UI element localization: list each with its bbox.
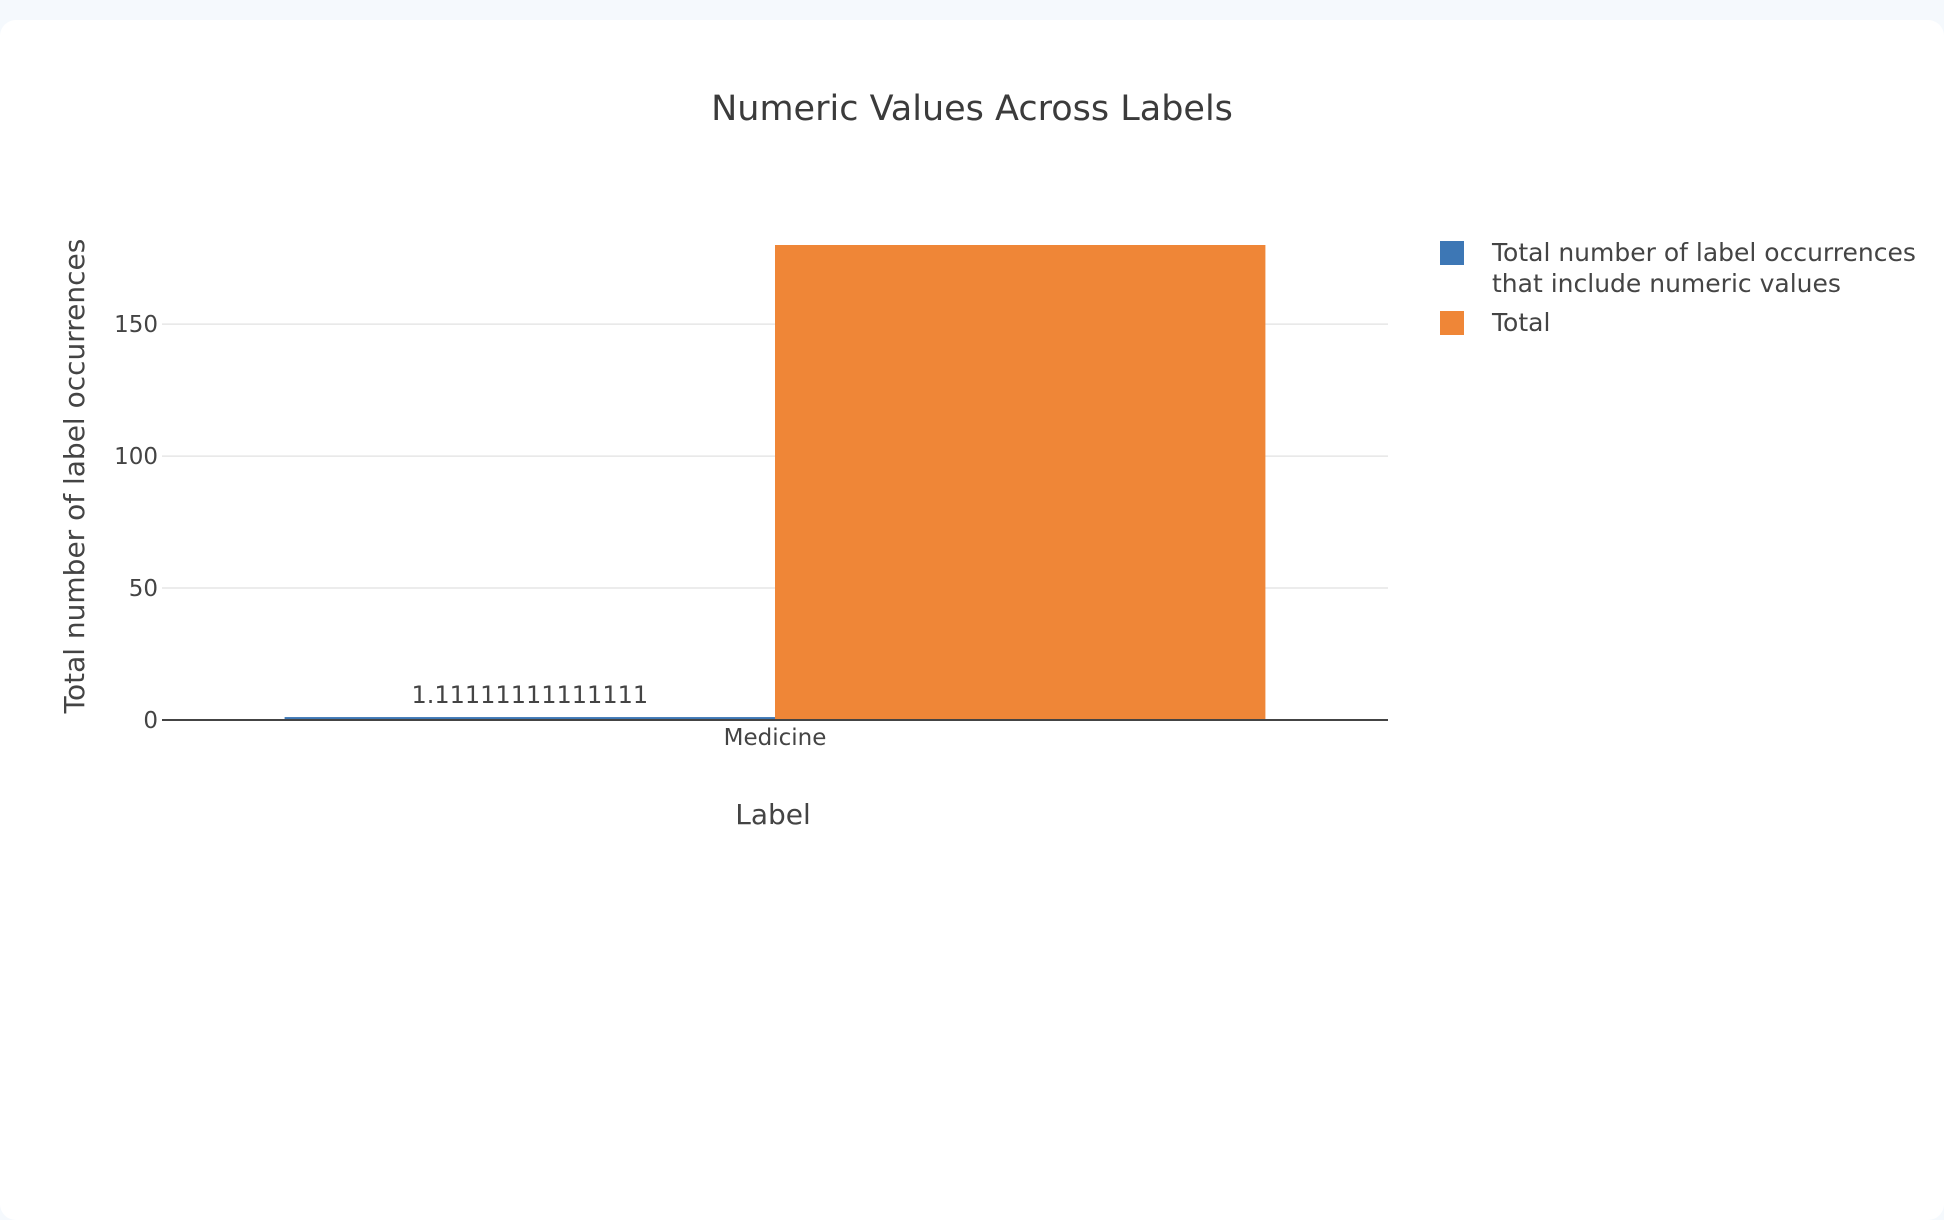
legend-label: Total number of label occurrences [1491,238,1916,267]
x-axis-ticks: Medicine [724,725,827,751]
chart-title: Numeric Values Across Labels [711,89,1233,129]
y-tick-label: 100 [114,444,158,470]
y-axis-title: Total number of label occurrences [58,239,91,715]
legend-swatch [1440,241,1464,265]
bars [285,245,1266,720]
legend-label: that include numeric values [1492,269,1841,298]
legend-item[interactable]: Total [1440,308,1550,337]
legend-swatch [1440,311,1464,335]
x-axis-title: Label [735,798,811,831]
y-tick-label: 150 [114,312,158,338]
y-axis-ticks: 0 50 100 150 [114,312,158,734]
bar-total[interactable] [775,245,1265,720]
legend-label: Total [1491,308,1550,337]
bar-data-labels: 1.11111111111111 [411,681,648,709]
bar-data-label: 1.11111111111111 [411,681,648,709]
y-tick-label: 0 [143,708,158,734]
y-tick-label: 50 [129,576,158,602]
x-tick-label: Medicine [724,725,827,751]
